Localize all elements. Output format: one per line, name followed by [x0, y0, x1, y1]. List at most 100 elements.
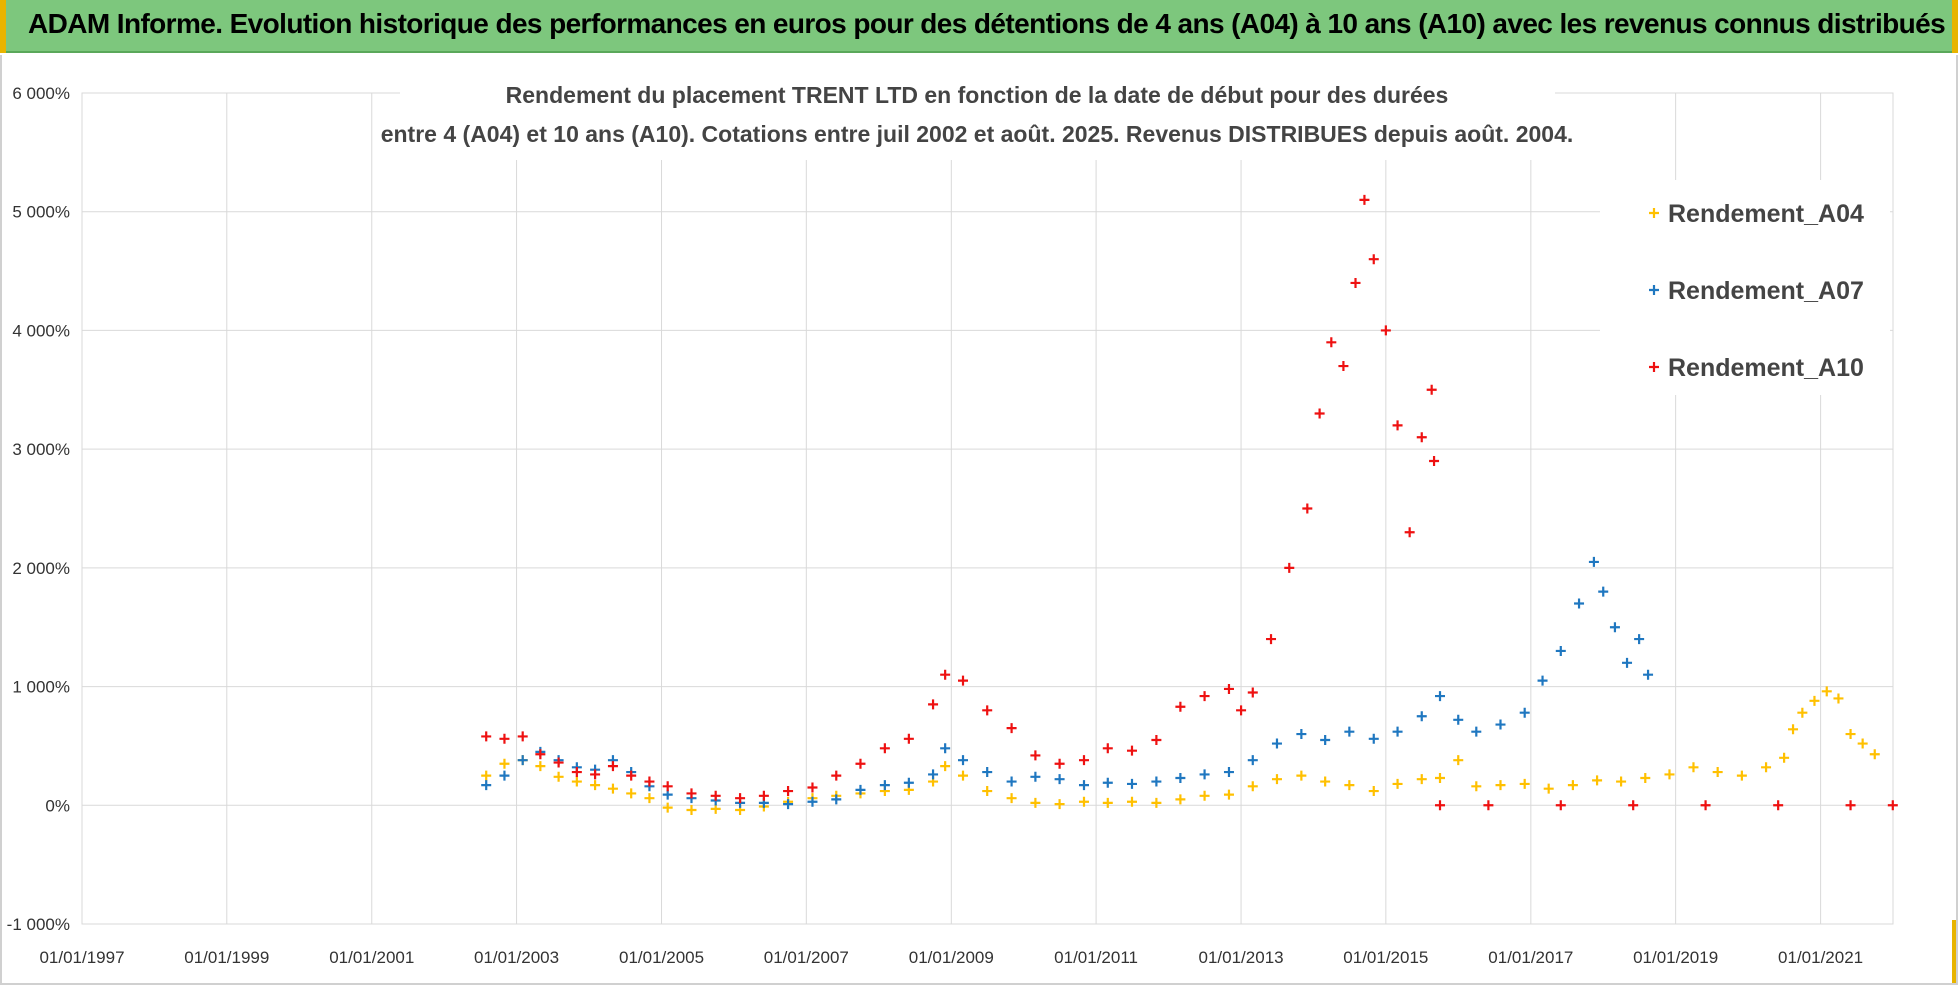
data-point — [1175, 772, 1186, 783]
data-point — [982, 705, 993, 716]
data-point — [1102, 743, 1113, 754]
data-point — [1797, 707, 1808, 718]
x-tick-label: 01/01/2001 — [329, 948, 414, 967]
data-point — [1736, 770, 1747, 781]
data-point — [1416, 432, 1427, 443]
data-point — [1368, 786, 1379, 797]
data-point — [1006, 793, 1017, 804]
data-point — [1030, 771, 1041, 782]
data-point — [1344, 726, 1355, 737]
data-point — [1471, 726, 1482, 737]
data-point — [1151, 776, 1162, 787]
data-point — [499, 758, 510, 769]
x-tick-label: 01/01/2011 — [1054, 948, 1138, 967]
data-point — [1223, 767, 1234, 778]
data-point — [644, 793, 655, 804]
chart-title-line-2: entre 4 (A04) et 10 ans (A10). Cotations… — [381, 121, 1574, 147]
data-point — [1640, 772, 1651, 783]
data-point — [1392, 778, 1403, 789]
legend-background — [1600, 180, 1890, 395]
data-point — [571, 767, 582, 778]
data-point — [1199, 691, 1210, 702]
data-point — [1271, 738, 1282, 749]
y-axis-ticks: -1 000% 0% 1 000% 2 000% 3 000% 4 000% 5 000% 6… — [7, 84, 70, 934]
data-point — [1495, 780, 1506, 791]
title-background — [400, 85, 1555, 160]
data-point — [1151, 797, 1162, 808]
data-point — [1712, 767, 1723, 778]
x-tick-label: 01/01/1999 — [184, 948, 269, 967]
data-point — [1845, 729, 1856, 740]
data-point — [879, 743, 890, 754]
y-tick-label: 0% — [45, 796, 70, 815]
data-point — [481, 731, 492, 742]
data-point — [1302, 503, 1313, 514]
data-point — [1435, 800, 1445, 811]
data-point — [1380, 325, 1391, 336]
data-point — [644, 776, 655, 787]
data-point — [517, 755, 528, 766]
data-point — [1126, 796, 1137, 807]
y-tick-label: 1 000% — [12, 678, 70, 697]
y-tick-label: 4 000% — [12, 321, 70, 340]
data-point — [590, 780, 601, 791]
data-point — [1435, 772, 1445, 783]
data-point — [831, 770, 842, 781]
series-Rendement_A04 — [481, 686, 1880, 816]
header-banner: ADAM Informe. Evolution historique des p… — [0, 0, 1958, 53]
data-point — [958, 675, 969, 686]
data-point — [1495, 719, 1506, 730]
data-point — [607, 761, 618, 772]
legend-label: Rendement_A04 — [1668, 200, 1864, 228]
data-point — [982, 767, 993, 778]
data-point — [758, 790, 769, 801]
data-point — [1296, 729, 1307, 740]
data-point — [1236, 705, 1247, 716]
legend-marker — [1649, 208, 1659, 218]
data-point — [1833, 693, 1844, 704]
data-point — [662, 781, 673, 792]
data-point — [1175, 794, 1186, 805]
x-tick-label: 01/01/2005 — [619, 948, 704, 967]
data-point — [1857, 738, 1868, 749]
data-point — [1761, 762, 1772, 773]
data-point — [1392, 420, 1403, 431]
data-point — [940, 743, 951, 754]
data-points — [481, 194, 1898, 816]
data-point — [940, 761, 951, 772]
data-point — [499, 733, 510, 744]
chart-title-line-1: Rendement du placement TRENT LTD en fonc… — [506, 82, 1449, 108]
chart-frame — [0, 55, 1958, 985]
data-point — [903, 777, 914, 788]
legend-label: Rendement_A07 — [1668, 277, 1864, 305]
data-point — [855, 758, 866, 769]
data-point — [1574, 598, 1585, 609]
data-point — [1643, 669, 1654, 680]
legend-label: Rendement_A10 — [1668, 354, 1864, 382]
y-tick-label: 6 000% — [12, 84, 70, 103]
data-point — [1483, 800, 1494, 811]
data-point — [831, 794, 842, 805]
data-point — [1126, 745, 1137, 756]
data-point — [1054, 799, 1065, 810]
data-point — [1567, 780, 1578, 791]
data-point — [535, 761, 546, 772]
data-point — [1338, 361, 1349, 372]
x-axis-ticks: 01/01/1997 01/01/1999 01/01/2001 01/01/2003… — [39, 948, 1863, 967]
legend-marker — [1649, 362, 1659, 372]
data-point — [1102, 797, 1113, 808]
data-point — [1006, 776, 1017, 787]
series-Rendement_A10 — [481, 194, 1898, 811]
y-tick-label: -1 000% — [7, 915, 70, 934]
data-point — [1592, 775, 1603, 786]
data-point — [940, 669, 951, 680]
data-point — [783, 799, 794, 810]
data-point — [626, 770, 637, 781]
data-point — [686, 788, 697, 799]
data-point — [662, 802, 673, 813]
data-point — [1054, 774, 1065, 785]
data-point — [481, 770, 492, 781]
data-point — [783, 786, 794, 797]
data-point — [1537, 675, 1548, 686]
data-point — [1555, 645, 1566, 656]
